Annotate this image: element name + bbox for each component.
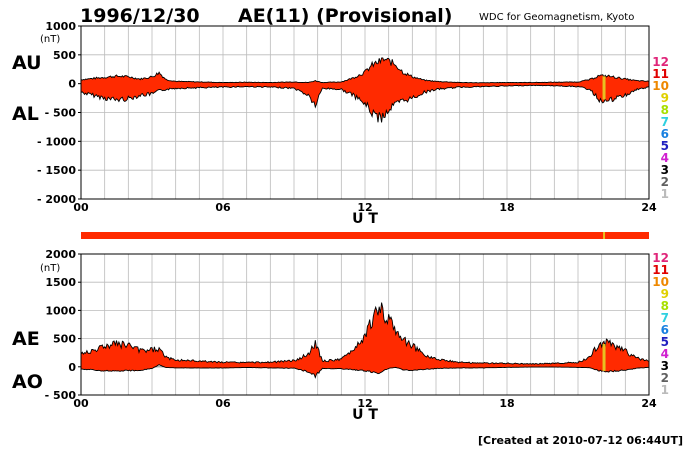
- ae-ao-xtick-label: 18: [499, 397, 514, 410]
- plot-title: AE(11) (Provisional): [238, 5, 452, 27]
- legend-item-4: 4: [661, 151, 669, 165]
- ae-status-band: [81, 232, 649, 239]
- legend-item-2: 2: [661, 371, 669, 385]
- au-al-xaxis: 00 06 12 18 24: [73, 201, 657, 214]
- ae-ao-ytick-label: - 500: [45, 389, 77, 402]
- ae-ao-ytick-label: 1000: [45, 304, 76, 317]
- legend-item-6: 6: [661, 127, 669, 141]
- au-al-xlabel: U T: [352, 211, 378, 227]
- legend-item-9: 9: [661, 91, 669, 105]
- au-al-xtick-label: 24: [641, 201, 657, 214]
- legend-item-5: 5: [661, 335, 669, 349]
- ae-ao-frame: [80, 253, 650, 396]
- au-al-ytick-label: - 2000: [37, 193, 76, 206]
- legend-item-9: 9: [661, 287, 669, 301]
- plot-date: 1996/12/30: [80, 5, 200, 27]
- legend-item-12: 12: [652, 251, 669, 265]
- legend-item-1: 1: [661, 187, 669, 201]
- au-al-ytick-label: 1000: [45, 20, 76, 33]
- au-al-xtick-label: 12: [357, 201, 372, 214]
- ae-ao-grid: [81, 254, 649, 395]
- au-al-ytick-label: 500: [53, 49, 76, 62]
- legend-item-3: 3: [661, 359, 669, 373]
- au-al-xtick-label: 06: [215, 201, 231, 214]
- au-al-ytick-label: - 1000: [37, 135, 76, 148]
- ae-ao-xaxis: 00 06 12 18 24: [73, 397, 657, 410]
- legend-item-11: 11: [652, 67, 669, 81]
- legend-item-10: 10: [652, 79, 669, 93]
- ae-ao-unit: (nT): [40, 263, 60, 274]
- legend-item-8: 8: [661, 103, 669, 117]
- legend-item-8: 8: [661, 299, 669, 313]
- ae-ao-xtick-label: 00: [73, 397, 89, 410]
- au-al-unit: (nT): [40, 34, 60, 45]
- legend-item-11: 11: [652, 263, 669, 277]
- ae-ao-ytick-label: 1500: [45, 276, 76, 289]
- au-al-ytick-label: - 500: [45, 107, 77, 120]
- source-label: WDC for Geomagnetism, Kyoto: [479, 12, 634, 23]
- legend-item-12: 12: [652, 55, 669, 69]
- ae-ao-xlabel: U T: [352, 407, 378, 423]
- legend-item-6: 6: [661, 323, 669, 337]
- al-label: AL: [12, 103, 39, 125]
- created-timestamp: [Created at 2010-07-12 06:44UT]: [478, 434, 683, 447]
- ae-label: AE: [12, 328, 40, 350]
- legend-item-5: 5: [661, 139, 669, 153]
- ae-ao-ytick-label: 2000: [45, 248, 76, 261]
- ae-ao-ytick-label: 500: [53, 333, 76, 346]
- au-al-ytick-label: 0: [68, 78, 76, 91]
- legend-item-7: 7: [661, 311, 669, 325]
- ae-ao-yaxis: 2000 1500 1000 500 0 - 500: [45, 248, 81, 402]
- au-al-yaxis: 1000 500 0 - 500 - 1000 - 1500 - 2000: [37, 20, 81, 206]
- au-al-xtick-label: 00: [73, 201, 89, 214]
- ae-ao-xtick-label: 24: [641, 397, 657, 410]
- legend-item-2: 2: [661, 175, 669, 189]
- status-band-marker: [603, 232, 606, 239]
- legend-item-10: 10: [652, 275, 669, 289]
- au-al-xtick-label: 18: [499, 201, 514, 214]
- legend-item-4: 4: [661, 347, 669, 361]
- ae-ao-xtick-label: 12: [357, 397, 372, 410]
- legend-item-3: 3: [661, 163, 669, 177]
- au-al-grid: [81, 26, 649, 199]
- au-label: AU: [12, 52, 42, 74]
- legend-item-1: 1: [661, 383, 669, 397]
- ae-ao-xtick-label: 06: [215, 397, 231, 410]
- status-band-bar: [81, 232, 649, 239]
- ao-label: AO: [12, 371, 43, 393]
- ae-ao-ytick-label: 0: [68, 361, 76, 374]
- au-al-ytick-label: - 1500: [37, 164, 76, 177]
- legend-item-7: 7: [661, 115, 669, 129]
